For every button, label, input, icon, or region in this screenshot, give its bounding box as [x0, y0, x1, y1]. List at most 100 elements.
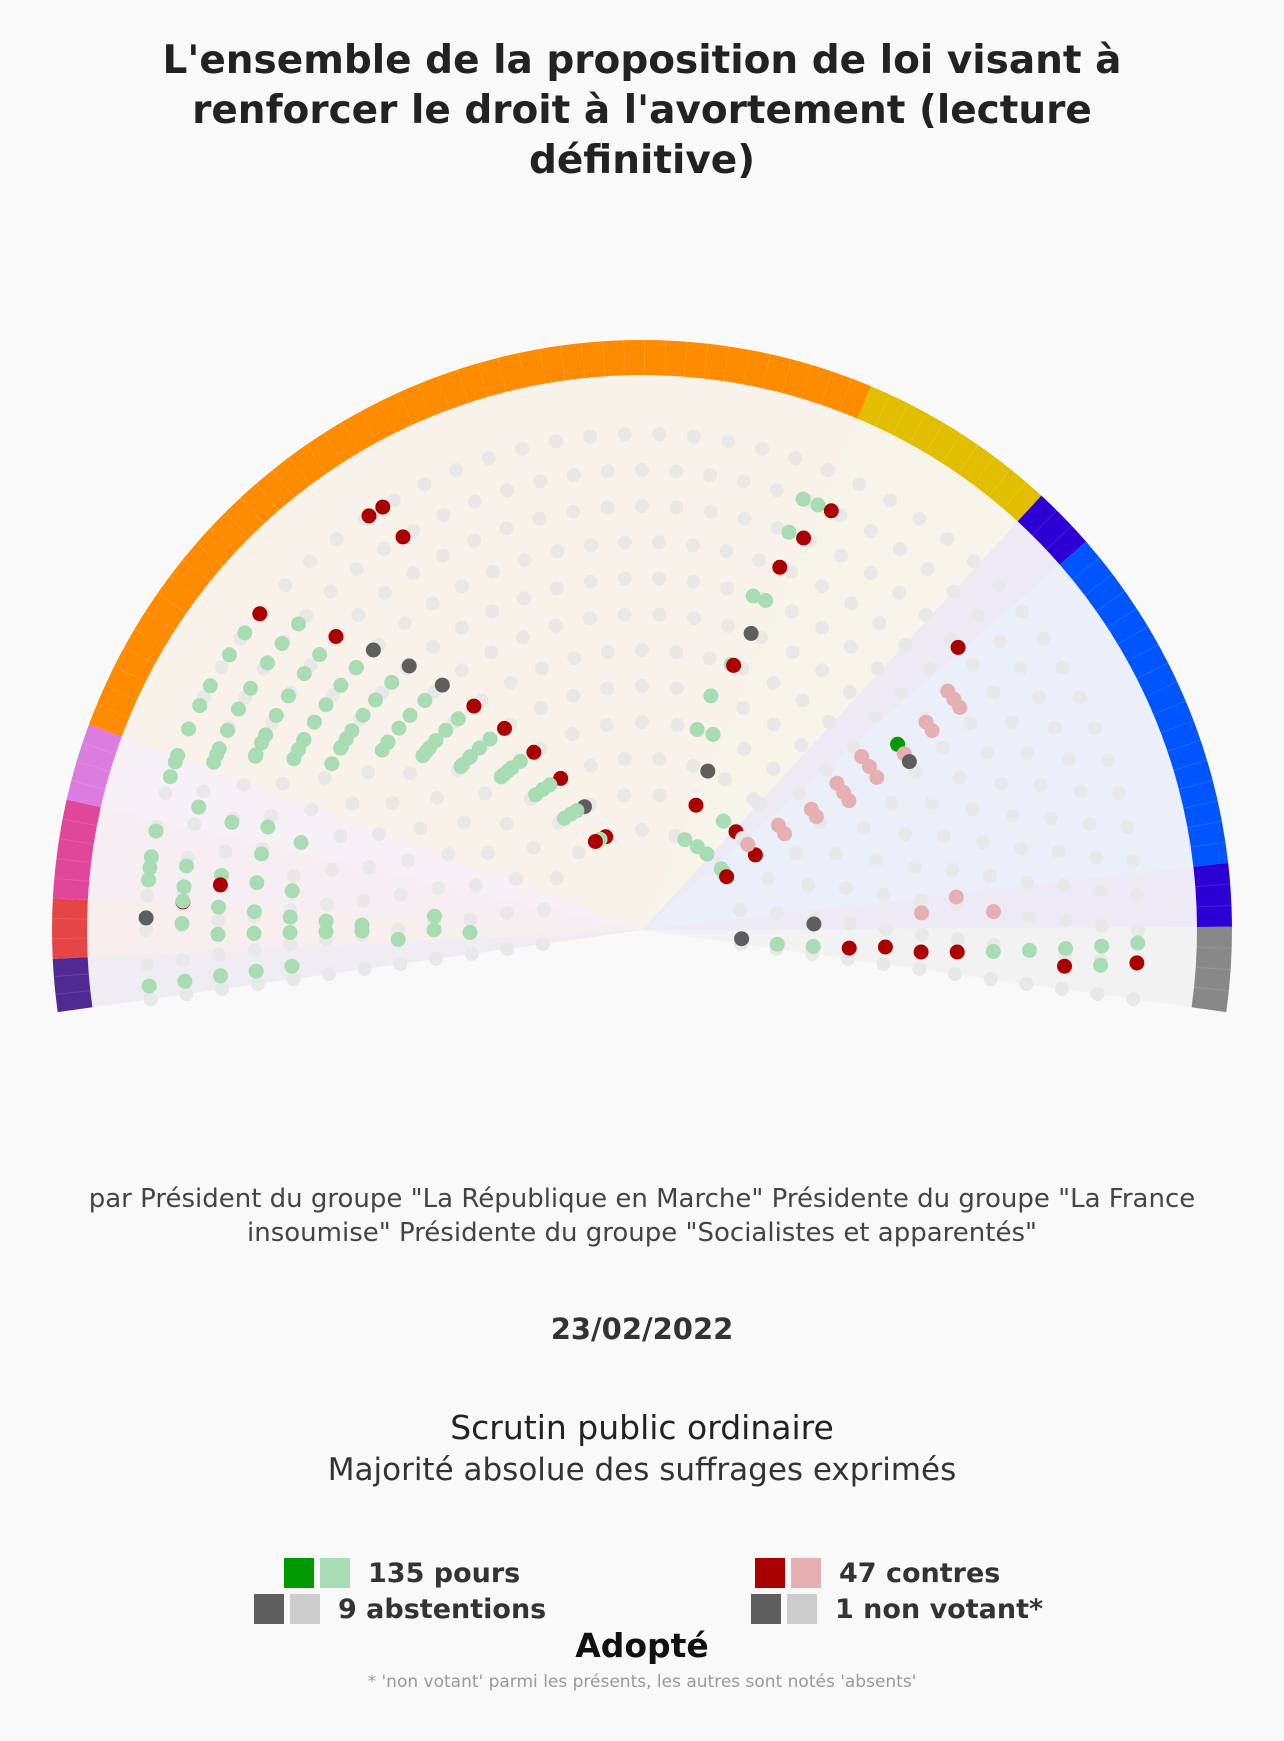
seat-vote-p — [282, 925, 298, 940]
group-band-2 — [52, 799, 101, 901]
seat-absent — [536, 936, 550, 951]
seat-absent — [852, 477, 867, 492]
vote-date: 23/02/2022 — [550, 1312, 734, 1346]
seat-absent — [828, 847, 843, 862]
seat-absent — [1111, 786, 1126, 801]
seat-absent — [196, 784, 211, 799]
group-band-tick — [1145, 681, 1178, 697]
group-band-tick — [1193, 986, 1229, 992]
seat-absent — [549, 581, 564, 596]
seat-absent — [356, 893, 371, 908]
seat-vote-c — [395, 529, 411, 545]
seat-absent — [548, 618, 563, 633]
seat-absent — [464, 946, 479, 961]
seat-vote-p — [354, 923, 370, 939]
legend-contre: 47 contres — [755, 1557, 1000, 1589]
seat-absent — [652, 607, 667, 622]
seat-absent — [733, 902, 747, 917]
group-band-3 — [66, 724, 122, 808]
seat-absent — [635, 823, 649, 837]
seat-absent — [685, 538, 700, 553]
bill-authors: par Président du groupe "La République e… — [88, 1184, 1196, 1248]
seat-vote-p — [141, 872, 156, 888]
seat-absent — [516, 630, 530, 645]
group-band-tick — [145, 610, 176, 631]
seat-absent — [924, 796, 939, 811]
seat-absent — [1004, 715, 1019, 730]
group-band-tick — [742, 349, 751, 385]
seat-vote-p — [179, 858, 194, 874]
group-band-tick — [908, 412, 927, 444]
seat-vote-cl — [948, 889, 964, 905]
seat-vote-a — [365, 642, 381, 658]
seat-absent — [1090, 987, 1105, 1001]
seat-vote-pl — [751, 796, 767, 812]
seat-vote-c — [497, 720, 512, 736]
seat-absent — [139, 923, 153, 937]
seat-absent — [993, 634, 1008, 649]
seat-absent — [766, 717, 781, 732]
seat-absent — [1019, 977, 1034, 991]
group-band-tick — [240, 497, 265, 524]
seat-absent — [286, 972, 301, 986]
group-band-tick — [272, 469, 295, 498]
seat-vote-cl — [914, 905, 929, 921]
group-band-tick — [397, 392, 414, 425]
seat-vote-p — [368, 692, 383, 708]
group-band-tick — [925, 422, 945, 454]
seat-absent — [211, 947, 226, 962]
legend-non-votant-swatch-strong — [751, 1594, 781, 1624]
seat-vote-p — [274, 636, 290, 652]
footnote: * 'non votant' parmi les présents, les a… — [367, 1672, 917, 1692]
seat-absent — [635, 463, 649, 477]
seat-absent — [401, 853, 415, 868]
seat-absent — [703, 468, 718, 483]
seat-absent — [994, 776, 1009, 791]
seat-absent — [1032, 690, 1046, 705]
group-band-tick — [973, 456, 995, 486]
group-band-0 — [52, 957, 93, 1013]
seat-vote-c — [1057, 958, 1072, 974]
seat-absent — [1131, 923, 1145, 937]
seat-absent — [1005, 808, 1020, 823]
seat-vote-p — [348, 659, 364, 675]
group-band-tick — [305, 444, 327, 474]
seat-vote-p — [462, 924, 478, 940]
seat-absent — [283, 937, 298, 952]
seat-absent — [669, 500, 684, 515]
seat-vote-p — [318, 924, 334, 940]
seat-absent — [991, 578, 1006, 593]
group-band-tick — [56, 858, 92, 864]
seat-absent — [1022, 909, 1037, 924]
group-band-tick — [1153, 700, 1186, 716]
seat-absent — [345, 796, 360, 811]
seat-absent — [143, 992, 158, 1006]
seat-absent — [500, 483, 515, 498]
seat-absent — [785, 645, 800, 660]
seat-absent — [426, 639, 441, 654]
seat-absent — [1126, 854, 1141, 868]
seat-absent — [719, 544, 734, 559]
seat-vote-p — [450, 711, 466, 727]
legend-contre-swatch-strong — [755, 1558, 785, 1588]
legend-non-votant-swatch-light — [787, 1594, 817, 1624]
seat-absent — [669, 645, 684, 660]
seat-absent — [841, 951, 855, 966]
group-band-9 — [1191, 926, 1232, 1013]
seat-absent — [417, 477, 432, 492]
seat-vote-cl — [869, 770, 885, 785]
seat-absent — [583, 429, 598, 444]
group-band-tick — [891, 403, 909, 435]
seat-vote-p — [745, 588, 761, 604]
group-band-tick — [497, 357, 508, 392]
seat-absent — [965, 802, 980, 817]
legend-pour: 135 pours — [284, 1557, 520, 1589]
seat-absent — [686, 574, 701, 589]
seat-absent — [600, 645, 615, 660]
seat-absent — [1056, 878, 1071, 893]
seat-absent — [323, 584, 338, 599]
seat-vote-p — [355, 707, 371, 723]
group-band-tick — [781, 359, 792, 394]
group-band-tick — [663, 340, 667, 376]
seat-vote-cl — [861, 759, 877, 775]
